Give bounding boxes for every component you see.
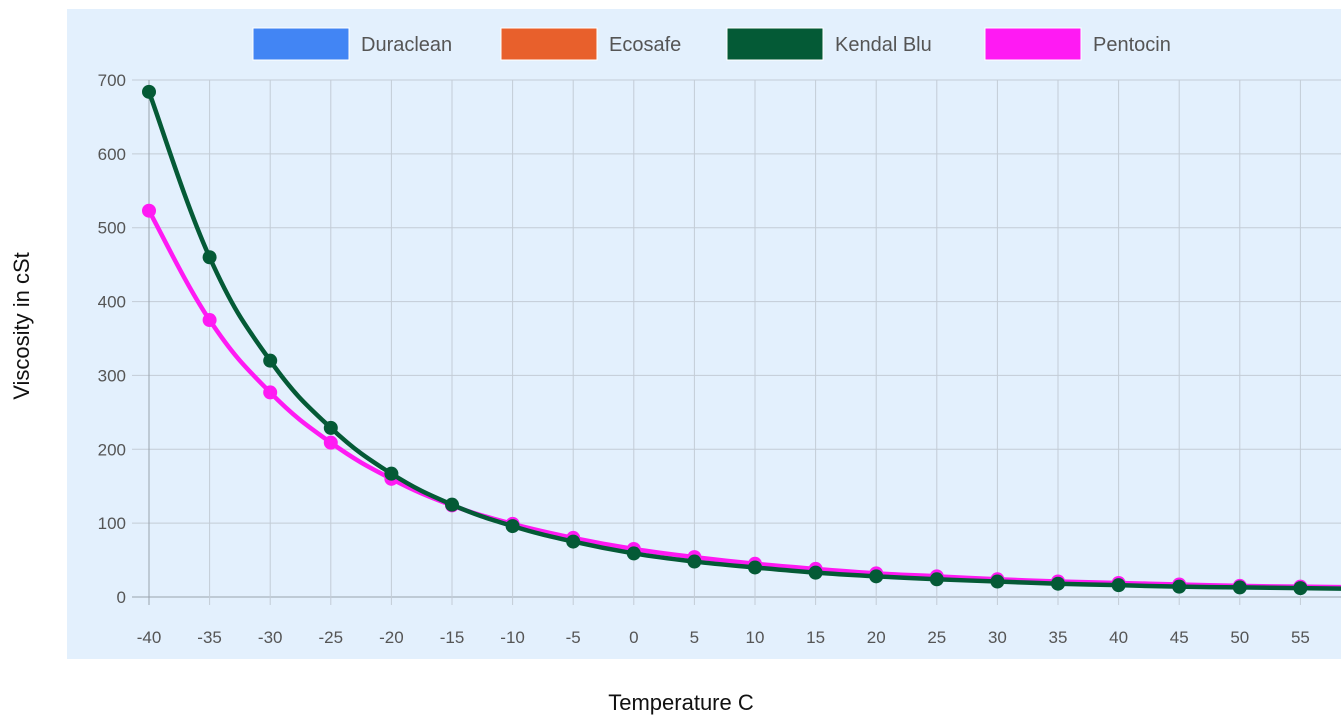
x-axis-label: Temperature C [608, 690, 754, 715]
data-point-kendal-blu [263, 353, 278, 368]
x-tick-label: 35 [1049, 628, 1068, 647]
y-tick-label: 500 [98, 219, 126, 238]
y-tick-label: 400 [98, 293, 126, 312]
legend-label: Pentocin [1093, 34, 1171, 56]
legend-label: Ecosafe [609, 34, 681, 56]
x-tick-label: 50 [1230, 628, 1249, 647]
x-tick-label: 20 [867, 628, 886, 647]
x-tick-label: -30 [258, 628, 283, 647]
legend-swatch [984, 27, 1082, 61]
data-point-kendal-blu [869, 569, 884, 584]
data-point-kendal-blu [445, 497, 459, 512]
y-tick-label: 100 [98, 514, 126, 533]
data-point-kendal-blu [808, 565, 823, 580]
x-tick-label: -20 [379, 628, 404, 647]
y-tick-label: 0 [117, 588, 126, 607]
x-tick-label: 30 [988, 628, 1007, 647]
x-tick-label: 25 [927, 628, 946, 647]
x-tick-label: 55 [1291, 628, 1310, 647]
x-tick-label: -10 [500, 628, 525, 647]
data-point-kendal-blu [505, 519, 520, 534]
series-line-kendal-blu [146, 91, 1341, 591]
data-point-kendal-blu [687, 554, 702, 569]
x-tick-label: 40 [1109, 628, 1128, 647]
y-tick-label: 300 [98, 366, 126, 385]
data-point-pentocin [142, 203, 156, 218]
x-tick-label: -5 [566, 628, 581, 647]
x-tick-label: -15 [440, 628, 465, 647]
data-point-kendal-blu [748, 560, 762, 575]
data-point-kendal-blu [142, 84, 156, 99]
x-tick-label: -25 [319, 628, 344, 647]
chart-plot-area [67, 9, 1341, 659]
legend-swatch [500, 27, 598, 61]
data-point-pentocin [263, 385, 278, 400]
data-point-kendal-blu [929, 572, 944, 587]
data-point-kendal-blu [1172, 579, 1187, 594]
x-tick-label: 45 [1170, 628, 1189, 647]
legend-label: Kendal Blu [835, 34, 932, 56]
data-point-pentocin [323, 435, 338, 450]
x-tick-label: 0 [629, 628, 638, 647]
data-point-kendal-blu [1111, 578, 1126, 593]
legend-swatch [726, 27, 824, 61]
x-tick-label: -35 [197, 628, 222, 647]
data-point-kendal-blu [384, 466, 399, 481]
x-tick-label: 15 [806, 628, 825, 647]
legend-label: Duraclean [361, 34, 452, 56]
x-tick-label: -40 [137, 628, 162, 647]
data-point-kendal-blu [323, 420, 338, 435]
data-point-kendal-blu [626, 546, 641, 561]
data-point-kendal-blu [1232, 580, 1247, 595]
series-line-pentocin [147, 209, 1341, 590]
data-point-kendal-blu [1293, 581, 1308, 596]
legend-swatch [252, 27, 350, 61]
data-point-kendal-blu [202, 250, 217, 265]
y-tick-label: 700 [98, 71, 126, 90]
data-point-kendal-blu [566, 534, 581, 549]
x-tick-label: 5 [690, 628, 699, 647]
y-tick-label: 600 [98, 145, 126, 164]
y-tick-label: 200 [98, 440, 126, 459]
x-tick-label: 10 [746, 628, 765, 647]
data-point-kendal-blu [1051, 576, 1065, 591]
data-point-pentocin [202, 313, 217, 328]
data-point-kendal-blu [990, 574, 1005, 589]
